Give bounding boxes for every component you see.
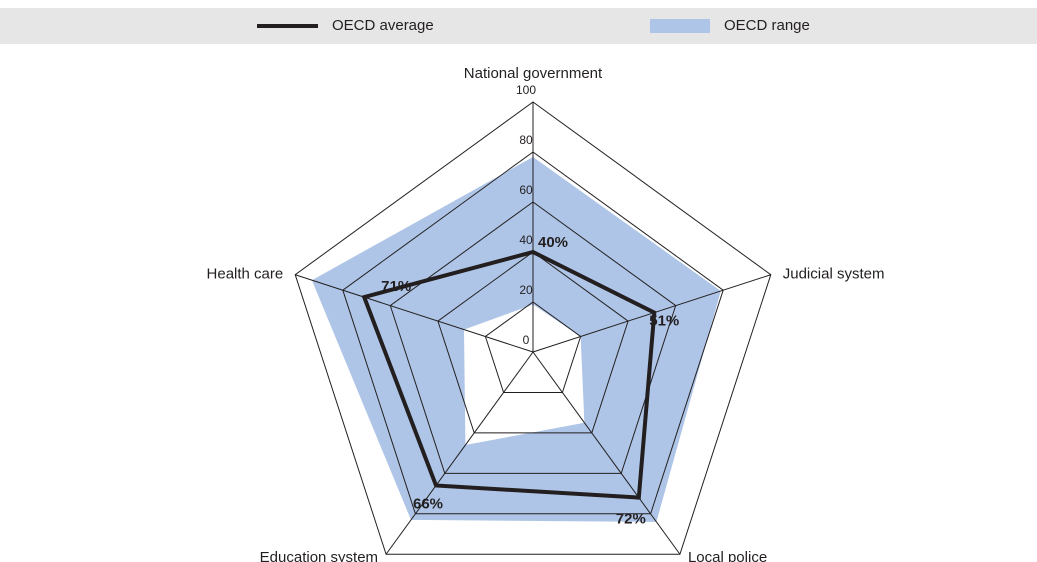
grid-ring: [294, 101, 772, 555]
r-tick-label: 20: [519, 283, 533, 297]
legend-band: [0, 8, 1037, 44]
r-tick-label: 60: [519, 183, 533, 197]
category-label: National government: [464, 65, 603, 82]
value-label: 71%: [381, 278, 411, 295]
r-tick-label: 80: [519, 133, 533, 147]
category-label: Judicial system: [783, 266, 885, 283]
grid-ring: [437, 251, 629, 434]
spoke: [532, 351, 681, 555]
category-label: Health care: [207, 266, 284, 283]
legend-label: OECD average: [332, 17, 434, 34]
r-tick-label: 40: [519, 233, 533, 247]
value-label: 66%: [413, 495, 443, 512]
r-tick-label: 100: [516, 83, 536, 97]
legend-swatch-area: [650, 19, 710, 33]
grid-ring: [484, 301, 582, 393]
spoke: [295, 274, 534, 353]
grid-ring: [342, 151, 724, 515]
r-tick-label: 0: [523, 333, 530, 347]
category-label: Education system: [260, 549, 378, 562]
value-label: 40%: [538, 234, 568, 251]
average-line: [361, 249, 657, 500]
value-label: 51%: [649, 313, 679, 330]
value-label: 72%: [616, 511, 646, 528]
grid-ring: [389, 201, 677, 474]
legend-label: OECD range: [724, 17, 810, 34]
spoke: [385, 351, 534, 555]
category-label: Local police: [688, 549, 767, 562]
